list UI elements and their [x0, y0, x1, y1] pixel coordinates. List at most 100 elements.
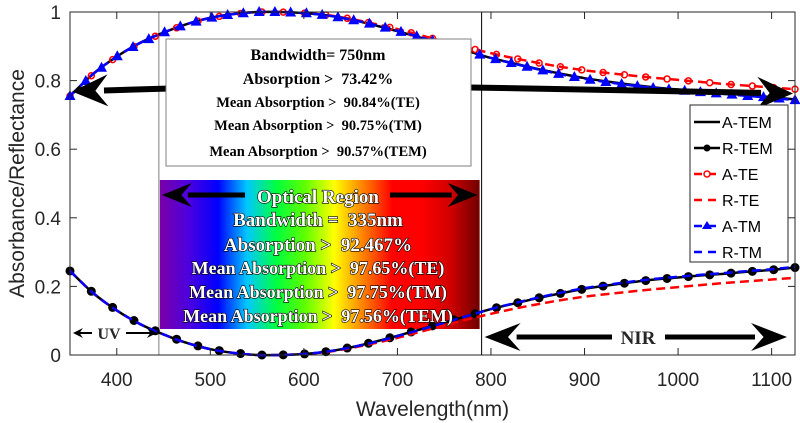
data-point — [159, 26, 171, 37]
legend-label: R-TM — [722, 245, 762, 262]
data-point — [474, 48, 486, 59]
y-tick-label: 0.6 — [35, 140, 61, 161]
legend-label: A-TM — [722, 219, 761, 236]
legend-label: R-TEM — [722, 141, 773, 158]
data-point — [316, 8, 328, 19]
data-point — [236, 349, 246, 359]
plot-frame — [69, 11, 796, 356]
data-point — [684, 77, 693, 85]
y-tick-label: 0.8 — [35, 72, 61, 93]
data-point — [395, 25, 407, 36]
series-r-tm — [69, 265, 796, 357]
x-tick-label: 500 — [194, 370, 226, 391]
data-point — [748, 82, 757, 90]
data-point — [505, 57, 517, 68]
legend-item-a-te: A-TE — [694, 167, 758, 184]
data-point — [727, 80, 735, 89]
legend-label: A-TEM — [722, 115, 772, 132]
optical-band-text: Absorption > 92.467% — [224, 235, 412, 256]
optical-arrow-left — [161, 183, 245, 207]
data-point — [222, 9, 234, 20]
y-tick-label: 0 — [50, 346, 61, 367]
legend-item-r-tem: R-TEM — [694, 141, 773, 158]
data-point — [535, 59, 543, 67]
data-point — [514, 55, 522, 63]
annotations: Bandwidth= 750nm Absorption > 73.42% Mean … — [72, 38, 793, 351]
data-point — [584, 73, 596, 84]
data-point — [411, 30, 423, 41]
full-band-text: Mean Absorption > 90.57%(TEM) — [209, 144, 426, 160]
full-band-text: Mean Absorption > 90.75%(TM) — [214, 118, 422, 134]
full-band-text: Absorption > 73.42% — [243, 71, 393, 88]
legend-item-a-tm: A-TM — [694, 219, 761, 236]
nir-label: NIR — [621, 328, 656, 349]
data-point — [348, 14, 360, 25]
nir-region-annotation: NIR — [484, 323, 787, 351]
data-point — [111, 50, 123, 61]
data-point — [174, 20, 186, 31]
data-point — [578, 66, 586, 74]
full-band-arrow-right — [469, 76, 793, 109]
data-point — [705, 270, 715, 280]
legend-label: R-TE — [722, 193, 759, 210]
full-band-text: Bandwidth= 750nm — [251, 47, 387, 64]
y-tick-label: 1 — [50, 3, 61, 24]
data-point — [87, 71, 96, 80]
data-point — [379, 21, 391, 32]
data-point — [363, 17, 375, 28]
legend-item-r-te: R-TE — [694, 193, 759, 210]
data-point — [80, 75, 92, 86]
series-line — [69, 265, 796, 357]
data-point — [190, 15, 202, 26]
data-point — [600, 76, 612, 87]
nir-arrow-left — [484, 323, 612, 351]
data-point — [143, 33, 155, 44]
region-divider-lines — [158, 12, 483, 355]
axes: 400 500 600 700 800 900 1000 1100 0 0.2 0.4 0.6 0.8 1… — [6, 3, 796, 421]
y-axis-title: Absorbance/Reflectance — [6, 69, 29, 298]
legend-marker — [703, 144, 711, 152]
legend-item-a-tem: A-TEM — [694, 115, 772, 132]
optical-region-box — [159, 180, 480, 329]
data-point — [705, 78, 714, 87]
data-point — [641, 73, 650, 81]
data-point — [556, 63, 565, 71]
x-tick-label: 1100 — [751, 370, 792, 391]
data-point — [599, 68, 607, 77]
data-point — [490, 53, 502, 64]
legend-marker — [702, 221, 712, 229]
optical-band-text: Mean Absorption > 97.65%(TE) — [192, 258, 445, 279]
optical-region-title: Optical Region — [257, 187, 379, 208]
x-tick-label: 900 — [569, 370, 601, 391]
full-band-box — [165, 38, 472, 167]
data-point — [553, 67, 565, 78]
x-tick-label: 800 — [475, 370, 507, 391]
x-tick-label: 1000 — [657, 370, 699, 391]
x-tick-label: 700 — [382, 370, 414, 391]
data-point — [537, 64, 549, 75]
data-point — [96, 61, 108, 72]
data-point — [332, 11, 344, 22]
data-point — [662, 273, 672, 283]
data-point — [521, 60, 533, 71]
data-point — [253, 6, 265, 16]
x-axis-title: Wavelength(nm) — [356, 398, 509, 421]
data-point — [577, 284, 587, 294]
optical-arrow-right — [390, 183, 478, 207]
uv-arrow-right — [126, 328, 157, 338]
full-band-text: Mean Absorption > 90.84%(TE) — [216, 95, 420, 111]
full-band-annotation: Bandwidth= 750nm Absorption > 73.42% Mean … — [165, 38, 472, 167]
data-point — [193, 341, 203, 351]
uv-arrow-left — [73, 328, 92, 338]
optical-band-text: Mean Absorption > 97.56%(TEM) — [183, 306, 453, 327]
data-point — [616, 78, 628, 89]
data-point — [534, 293, 544, 303]
full-band-arrow-left — [72, 74, 171, 107]
uv-label: UV — [97, 326, 121, 343]
y-tick-label: 0.4 — [35, 209, 62, 230]
legend-item-r-tm: R-TM — [694, 245, 762, 262]
x-tick-label: 400 — [101, 370, 133, 391]
spectrum-background — [159, 180, 480, 329]
